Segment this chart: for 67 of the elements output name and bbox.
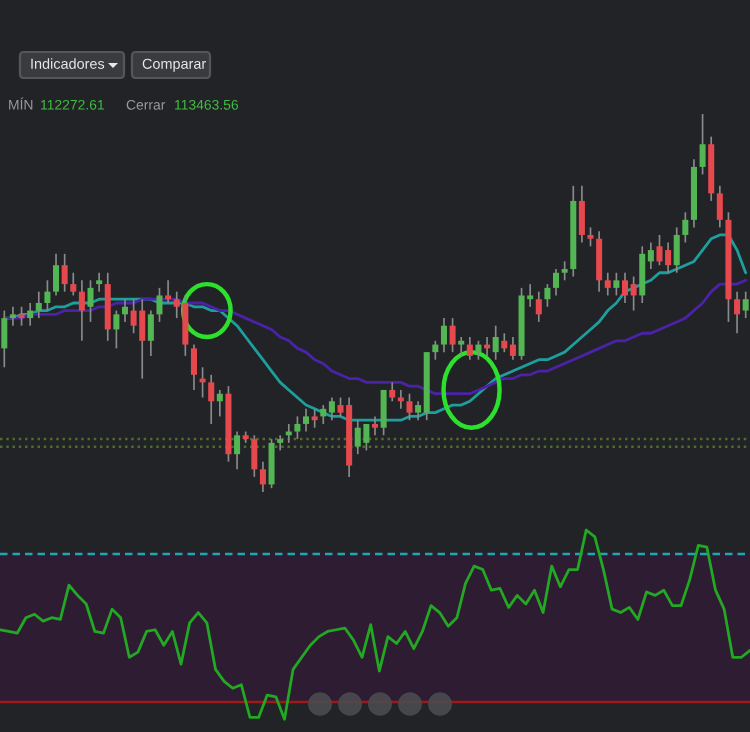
candlestick [311, 408, 318, 429]
candlestick [27, 302, 34, 327]
candlestick [70, 271, 77, 297]
candlestick [208, 373, 215, 425]
candlestick [139, 298, 146, 380]
candlestick [35, 290, 42, 319]
candlestick [147, 309, 154, 357]
candlestick [18, 305, 25, 327]
candlestick [61, 253, 68, 293]
candlestick [268, 438, 275, 490]
candlestick [561, 260, 568, 282]
candlestick [613, 271, 620, 297]
candlestick [578, 184, 585, 244]
candlestick [380, 389, 387, 437]
candlestick [9, 305, 16, 327]
candlestick [363, 423, 370, 452]
candlestick [371, 415, 379, 437]
candlestick [544, 283, 551, 308]
candlestick [234, 430, 241, 471]
candlestick [182, 294, 189, 357]
candlestick [535, 290, 542, 323]
candlestick [389, 381, 396, 403]
candlestick [216, 389, 223, 418]
candlestick [682, 211, 689, 244]
candlestick [320, 404, 327, 425]
candlestick [630, 275, 637, 312]
candlestick [734, 290, 741, 335]
candlestick [596, 230, 603, 293]
candlestick [190, 343, 197, 391]
candlestick [156, 287, 163, 323]
candlestick [621, 271, 629, 304]
candlestick [742, 290, 749, 319]
candlestick [553, 268, 560, 297]
candlestick [96, 271, 103, 293]
candlestick [113, 309, 120, 350]
candlestick [458, 336, 465, 357]
candlestick [87, 279, 94, 323]
candlestick [432, 339, 439, 361]
candlestick [44, 279, 51, 312]
candlestick [587, 226, 594, 248]
candlestick [406, 392, 413, 422]
candlestick [303, 408, 310, 433]
candlestick [251, 434, 258, 478]
candlestick [699, 113, 706, 176]
candlestick [104, 271, 111, 342]
candlestick [475, 339, 482, 361]
candlestick [492, 324, 499, 361]
candlestick [165, 279, 172, 304]
candlestick [130, 298, 137, 335]
candlestick [294, 415, 301, 440]
candlestick [501, 332, 508, 353]
candlestick [259, 460, 266, 493]
candlestick [78, 279, 85, 342]
candlestick [639, 245, 646, 304]
candlestick [440, 317, 447, 353]
candlestick [53, 253, 60, 297]
candlestick [328, 396, 335, 422]
candlestick [449, 317, 456, 353]
candlestick [509, 336, 516, 361]
candlestick [656, 234, 663, 267]
candlestick [354, 419, 361, 456]
candlestick [466, 336, 473, 361]
candlestick [121, 298, 129, 323]
candlestick [716, 184, 723, 229]
candlestick [673, 226, 680, 274]
candlestick [604, 271, 611, 297]
candlestick [1, 309, 8, 369]
